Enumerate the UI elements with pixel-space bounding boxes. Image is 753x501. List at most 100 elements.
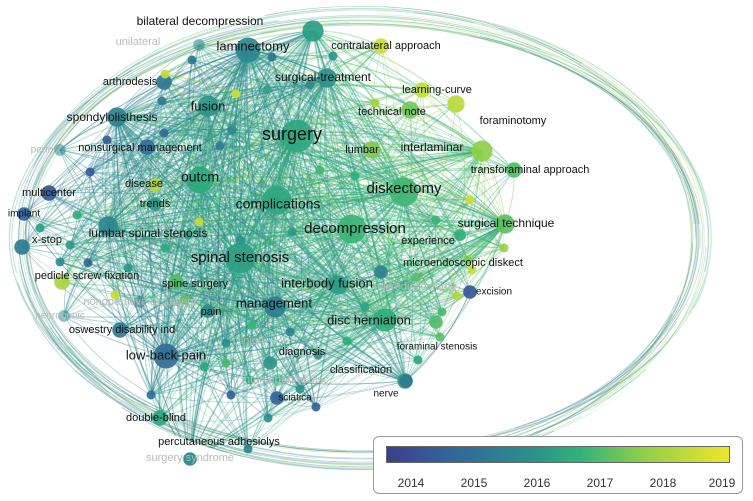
node-minor[interactable]	[160, 243, 170, 253]
node-minor[interactable]	[187, 55, 197, 65]
node-minor[interactable]	[452, 291, 462, 301]
label-microendoscopic-diskect[interactable]: microendoscopic diskect	[403, 257, 523, 269]
label-sciatica[interactable]: sciatica	[278, 393, 312, 404]
node-microendoscopic-diskect[interactable]	[374, 265, 388, 279]
node-excision[interactable]	[463, 285, 477, 299]
node-experience[interactable]	[454, 229, 466, 241]
node-lumbar-spinal-stenosis[interactable]	[98, 216, 118, 236]
label-bilateral-decompression[interactable]: bilateral decompression	[137, 14, 264, 28]
node-minor[interactable]	[146, 390, 156, 400]
node-minor[interactable]	[245, 375, 255, 385]
node-foraminal-stenosis[interactable]	[429, 315, 443, 329]
node-management[interactable]	[264, 296, 286, 318]
node-low-back-pain[interactable]	[153, 343, 179, 369]
node-minor[interactable]	[315, 165, 325, 175]
node-minor[interactable]	[85, 167, 95, 177]
node-minor[interactable]	[247, 320, 257, 330]
node-minor[interactable]	[285, 327, 295, 337]
label-disc-herniation[interactable]: disc herniation	[327, 312, 411, 327]
label-contralateral-approach[interactable]: contralateral approach	[331, 40, 440, 52]
node-surgery[interactable]	[280, 119, 314, 153]
node-decompression[interactable]	[337, 214, 367, 244]
node-diagnosis[interactable]	[263, 356, 277, 370]
node-outcm[interactable]	[186, 166, 214, 194]
label-management[interactable]: management	[236, 295, 312, 310]
node-complications[interactable]	[262, 185, 292, 215]
node-nonoperative-treatment[interactable]	[134, 296, 146, 308]
node-surgical-treatment[interactable]	[317, 68, 337, 88]
node-sciatica[interactable]	[270, 391, 284, 405]
node-minor[interactable]	[194, 217, 204, 227]
node-minor[interactable]	[263, 413, 273, 423]
node-laminectomy[interactable]	[235, 37, 261, 63]
label-lumbar-spinal-stenosis[interactable]: lumbar spinal stenosis	[89, 226, 208, 240]
node-foraminotomy[interactable]	[447, 95, 465, 113]
label-nonoperative-treatment[interactable]: nonoperative treatment	[83, 296, 196, 308]
node-minor[interactable]	[350, 171, 360, 181]
node-minor[interactable]	[179, 295, 189, 305]
label-percutaneous-adhesiolys[interactable]: percutaneous adhesiolys	[158, 436, 280, 448]
label-surgical-treatment[interactable]: surgical-treatment	[275, 70, 372, 84]
label-fusion[interactable]: fusion	[191, 98, 226, 113]
label-disease[interactable]: disease	[125, 178, 163, 190]
node-pain[interactable]	[201, 304, 215, 318]
node-spinal-stenosis[interactable]	[224, 242, 256, 274]
node-nonsurgical-management[interactable]	[139, 139, 155, 155]
node-interlaminar[interactable]	[471, 140, 493, 162]
node-lumbar[interactable]	[363, 141, 381, 159]
node-multicenter[interactable]	[41, 185, 57, 201]
node-minor[interactable]	[267, 52, 277, 62]
label-lumbar[interactable]: lumbar	[345, 144, 379, 156]
node-minor[interactable]	[328, 51, 338, 61]
node-disc-herniation[interactable]	[373, 308, 397, 332]
node-technical-note[interactable]	[401, 101, 419, 119]
node-bilateral-decompression[interactable]	[302, 20, 324, 42]
node-interbody-fusion[interactable]	[328, 275, 348, 295]
node-minor[interactable]	[221, 358, 231, 368]
label-microdiscectomy[interactable]: microdiscectomy	[374, 281, 456, 293]
label-decompression[interactable]: decompression	[304, 220, 406, 237]
node-minor[interactable]	[370, 98, 380, 108]
node-minor[interactable]	[431, 215, 441, 225]
node-x-stop[interactable]	[14, 239, 30, 255]
label-perfo[interactable]: perfo	[31, 145, 54, 156]
label-spondylolisthesis[interactable]: spondylolisthesis	[67, 110, 158, 124]
node-surgery-syndrome[interactable]	[184, 453, 196, 465]
node-minor[interactable]	[235, 235, 245, 245]
node-minor[interactable]	[463, 255, 473, 265]
label-nerve[interactable]: nerve	[373, 389, 398, 400]
node-minor[interactable]	[342, 336, 352, 346]
label-diagnosis[interactable]: diagnosis	[279, 346, 326, 358]
node-trends[interactable]	[148, 197, 162, 211]
label-foraminotomy[interactable]: foraminotomy	[480, 115, 547, 127]
node-minor[interactable]	[55, 257, 65, 267]
node-minor[interactable]	[499, 243, 509, 253]
node-oswestry[interactable]	[112, 322, 128, 338]
node-spondylolisthesis[interactable]	[107, 107, 127, 127]
node-double-blind[interactable]	[152, 410, 168, 426]
node-minor[interactable]	[159, 128, 169, 138]
node-minor[interactable]	[183, 230, 193, 240]
node-minor[interactable]	[199, 362, 209, 372]
node-surgical-technique[interactable]	[495, 214, 515, 234]
node-intervertebral-disc[interactable]	[272, 374, 284, 386]
node-unilateral[interactable]	[193, 39, 205, 51]
node-minor[interactable]	[287, 227, 297, 237]
node-minor[interactable]	[413, 355, 423, 365]
label-excision[interactable]: excision	[476, 287, 512, 298]
node-minor[interactable]	[227, 125, 237, 135]
node-arthrodesis[interactable]	[156, 74, 172, 90]
node-microdiscectomy[interactable]	[399, 280, 411, 292]
node-minor[interactable]	[160, 69, 170, 79]
node-minor[interactable]	[157, 96, 167, 106]
node-neurogenic[interactable]	[58, 310, 70, 322]
label-low-back-pain[interactable]: low-back-pain	[126, 347, 206, 362]
node-minor[interactable]	[467, 265, 477, 275]
label-surgical-technique[interactable]: surgical technique	[458, 216, 555, 230]
label-x-stop[interactable]: x-stop	[32, 234, 62, 246]
node-learning-curve[interactable]	[414, 82, 430, 98]
node-minor[interactable]	[311, 402, 321, 412]
label-classification[interactable]: classification	[330, 364, 392, 376]
node-minor[interactable]	[412, 272, 422, 282]
node-pedicle-screw-fixation[interactable]	[54, 274, 70, 290]
